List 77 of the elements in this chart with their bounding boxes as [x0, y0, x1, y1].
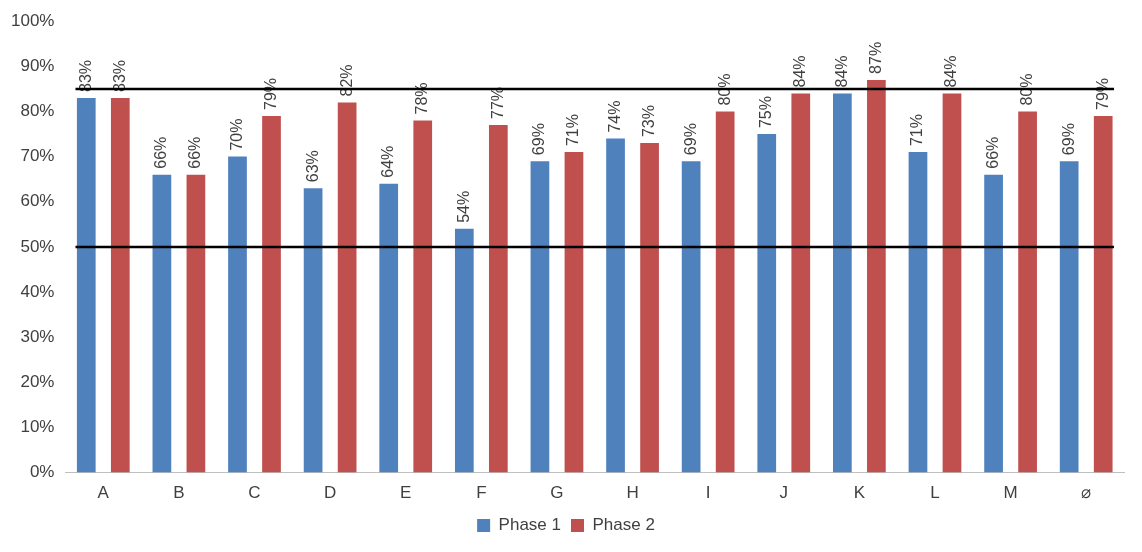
- bar: [262, 115, 281, 473]
- x-tick-label: F: [476, 483, 487, 503]
- data-label: 74%: [605, 100, 623, 133]
- data-label: 64%: [379, 145, 397, 178]
- x-tick-label: C: [248, 483, 261, 503]
- data-label: 69%: [530, 123, 548, 156]
- bar: [640, 143, 659, 473]
- x-tick-label: B: [173, 483, 185, 503]
- bar: [110, 97, 130, 473]
- bar: [833, 93, 852, 473]
- x-tick-label: D: [323, 483, 337, 503]
- bar: [867, 79, 886, 473]
- y-tick-label: 70%: [20, 146, 55, 166]
- y-tick-label: 40%: [20, 281, 55, 301]
- data-label: 79%: [261, 77, 279, 110]
- bar: [564, 152, 584, 473]
- x-tick-label: G: [550, 483, 564, 503]
- y-tick-label: 0%: [29, 462, 55, 482]
- y-tick-label: 10%: [20, 417, 55, 437]
- y-tick-label: 80%: [20, 101, 55, 121]
- data-label: 66%: [152, 136, 170, 169]
- bar: [1093, 115, 1113, 473]
- legend-label: Phase 2: [592, 515, 655, 535]
- y-tick-label: 30%: [20, 326, 55, 346]
- y-tick-label: 90%: [20, 56, 55, 76]
- bar: [152, 174, 172, 473]
- data-label: 79%: [1093, 77, 1111, 110]
- data-label: 71%: [564, 114, 582, 147]
- x-tick-label: M: [1003, 483, 1018, 503]
- bar: [1018, 111, 1037, 473]
- data-label: 70%: [227, 118, 245, 151]
- x-tick-label: ⌀: [1081, 483, 1092, 503]
- bar: [942, 93, 962, 473]
- bar: [908, 152, 928, 473]
- bar: [1059, 161, 1079, 473]
- bar: [488, 125, 508, 473]
- data-label: 71%: [908, 114, 926, 147]
- bar: [530, 161, 550, 473]
- data-label: 54%: [454, 190, 472, 223]
- data-label: 87%: [866, 41, 884, 74]
- data-label: 69%: [681, 123, 699, 156]
- bar: [228, 156, 247, 473]
- data-label: 69%: [1059, 123, 1077, 156]
- data-label: 73%: [639, 105, 657, 138]
- x-tick-label: K: [853, 483, 866, 503]
- legend-label: Phase 1: [498, 515, 562, 535]
- bar: [791, 93, 811, 473]
- bar: [715, 111, 735, 473]
- bar: [337, 102, 357, 473]
- data-label: 63%: [303, 150, 321, 183]
- x-tick-label: E: [400, 483, 412, 503]
- x-tick-label: H: [626, 483, 639, 503]
- x-tick-label: A: [97, 483, 110, 503]
- bar: [186, 174, 206, 473]
- y-tick-label: 50%: [20, 236, 55, 256]
- bar: [606, 138, 625, 473]
- bar: [757, 134, 777, 473]
- data-label: 66%: [983, 136, 1001, 169]
- data-label: 78%: [413, 82, 431, 115]
- x-tick-label: L: [930, 483, 940, 503]
- bar: [303, 188, 323, 473]
- bar: [984, 174, 1003, 473]
- y-tick-label: 60%: [20, 191, 55, 211]
- data-label: 84%: [942, 55, 960, 88]
- bar: [76, 97, 96, 473]
- y-tick-label: 100%: [11, 10, 55, 30]
- bar: [379, 183, 399, 473]
- bar: [413, 120, 433, 473]
- x-tick-label: J: [779, 483, 789, 503]
- y-tick-label: 20%: [20, 372, 55, 392]
- data-label: 84%: [832, 55, 850, 88]
- bar: [681, 161, 701, 473]
- data-label: 75%: [757, 96, 775, 129]
- x-tick-label: I: [705, 483, 711, 503]
- data-label: 84%: [791, 55, 809, 88]
- data-label: 66%: [186, 136, 204, 169]
- bar: [454, 228, 474, 473]
